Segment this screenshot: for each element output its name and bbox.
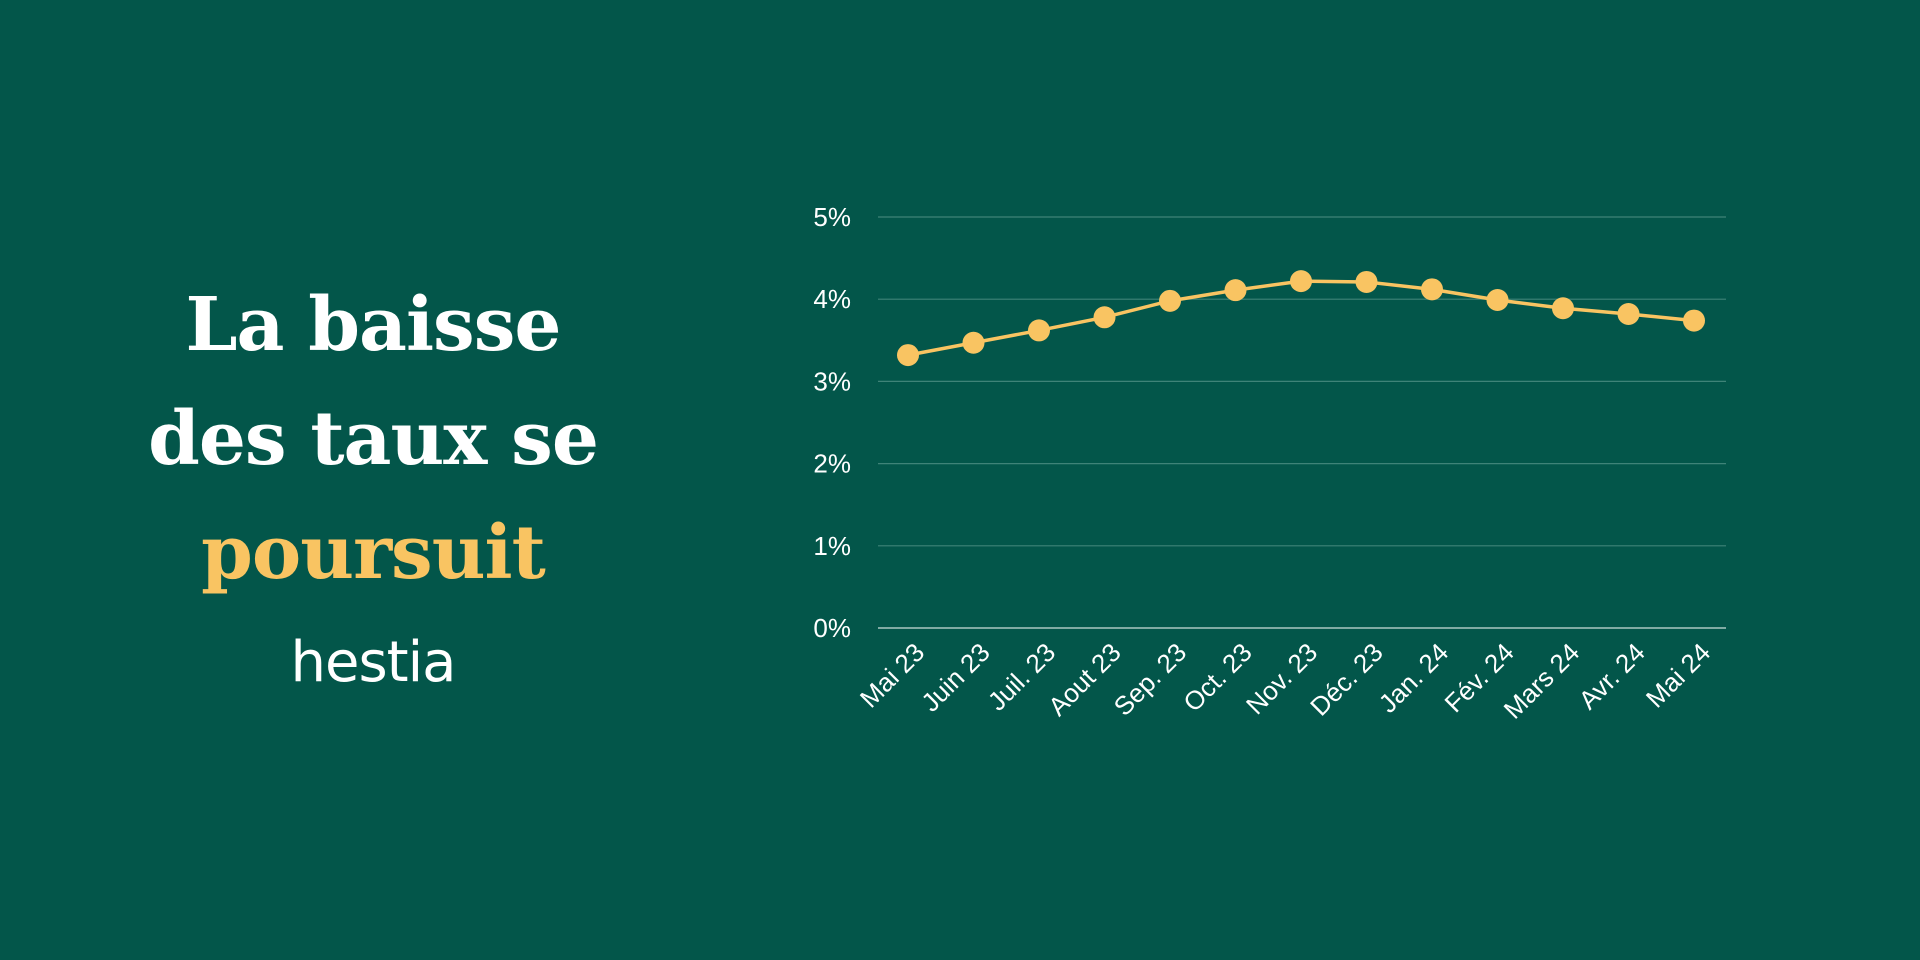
data-point — [1683, 309, 1705, 332]
x-tick-label: Mai 24 — [1640, 637, 1716, 713]
data-point — [1290, 270, 1312, 293]
data-point — [1159, 289, 1181, 312]
data-point — [1486, 289, 1509, 312]
headline-line-1: La baisse — [185, 282, 562, 368]
x-tick-label: Juin 23 — [915, 637, 995, 717]
headline-line-2: des taux se — [148, 396, 599, 482]
data-point — [1355, 270, 1378, 293]
y-tick-label: 1% — [813, 531, 851, 561]
data-point — [1093, 306, 1116, 329]
data-point — [1224, 279, 1247, 302]
series-line — [906, 279, 1696, 357]
data-point — [1617, 302, 1640, 325]
data-point — [1421, 278, 1443, 301]
y-tick-label: 0% — [813, 613, 851, 643]
data-point — [1552, 297, 1574, 320]
x-tick-label: Sep. 23 — [1108, 637, 1193, 722]
data-point — [1028, 319, 1050, 342]
headline: La baisse des taux se poursuit — [118, 268, 628, 610]
x-tick-label: Déc. 23 — [1304, 637, 1389, 722]
y-tick-label: 2% — [813, 449, 851, 479]
data-point — [962, 331, 985, 354]
data-point — [897, 344, 919, 367]
x-tick-label: Mai 23 — [854, 637, 930, 713]
x-tick-label: Avr. 24 — [1573, 637, 1651, 715]
y-tick-label: 3% — [813, 366, 851, 396]
brand-logo: hestia — [290, 630, 457, 695]
headline-accent-line: poursuit — [201, 510, 546, 596]
y-tick-label: 5% — [813, 202, 851, 232]
x-tick-label: Aout 23 — [1042, 637, 1127, 722]
y-tick-label: 4% — [813, 284, 851, 314]
x-tick-label: Jan. 24 — [1373, 637, 1455, 719]
